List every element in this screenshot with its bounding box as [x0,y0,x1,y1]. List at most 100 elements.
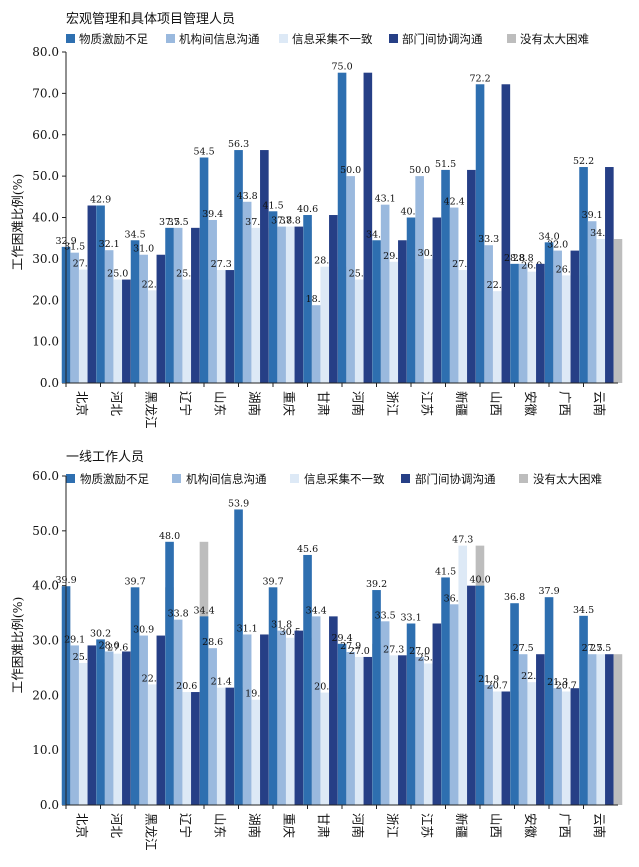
data-label: 21.9 [478,674,499,685]
bar-series-1 [415,656,424,805]
bar-series-0 [303,554,312,805]
data-label: 27.6 [107,643,128,654]
data-label: 27.5 [590,643,611,654]
bar-series-2 [251,699,261,805]
legend-swatch-4 [519,474,528,483]
bar-series-0 [441,169,450,383]
bar-series-3 [398,240,407,383]
legend-label-4: 没有太大困难 [520,32,589,46]
bar-series-3 [467,585,476,805]
bar-series-2 [527,271,537,383]
bar-series-0 [510,603,519,805]
data-label: 36.8 [504,592,525,603]
data-label: 42.4 [444,197,465,208]
legend-label-1: 机构间信息沟通 [179,32,260,46]
data-label: 27.3 [211,259,232,270]
data-label: 32.1 [99,239,120,250]
data-label: 27.5 [582,643,603,654]
bar-series-2 [527,682,537,805]
chart-macro-management: 宏观管理和具体项目管理人员 物质激励不足 机构间信息沟通 信息采集不一致 部门间… [10,12,623,429]
data-label: 54.5 [193,147,214,158]
y-tick-label: 60.0 [32,128,59,142]
bar-series-2 [354,279,364,383]
bar-series-2 [251,227,261,383]
x-category-label: 河北 [109,813,124,839]
data-label: 27.0 [409,646,430,657]
bar-series-2 [113,279,123,383]
x-category-label: 安徽 [523,391,538,417]
x-category-label: 重庆 [281,391,296,417]
data-label: 28.1 [314,256,335,267]
bar-series-1 [208,219,217,383]
bar-series-4 [613,654,623,805]
bar-series-0 [96,205,105,383]
bar-series-3 [122,279,131,383]
bar-series-2 [285,637,295,805]
bar-series-0 [406,623,416,805]
data-label: 37.5 [159,217,180,228]
bar-series-3 [467,169,476,383]
data-label: 19.2 [245,689,266,700]
bar-series-0 [268,587,278,805]
data-label: 30.9 [133,625,154,636]
bar-series-1 [449,207,459,383]
bar-series-3 [329,215,338,383]
data-label: 43.1 [375,194,396,205]
bar-series-1 [587,221,597,383]
bar-series-0 [268,211,278,383]
bar-series-2 [216,270,226,383]
bar-series-0 [372,590,381,805]
bar-series-2 [492,291,502,383]
bar-series-2 [354,656,364,805]
data-label: 28.8 [513,253,534,264]
bar-series-3 [536,263,545,383]
data-label: 30.5 [280,627,301,638]
data-label: 33.5 [375,610,396,621]
data-label: 45.6 [297,544,318,555]
bar-series-0 [337,643,347,805]
data-label: 30.2 [90,628,111,639]
x-category-label: 云南 [592,391,607,416]
data-label: 51.5 [435,159,456,170]
data-label: 22.0 [142,673,163,684]
x-category-label: 山西 [488,391,503,416]
x-category-label: 山西 [488,813,503,838]
bar-series-1 [139,635,148,805]
data-label: 30.0 [418,248,439,259]
data-label: 52.2 [573,156,594,167]
x-category-label: 安徽 [523,813,538,839]
bar-series-1 [277,226,286,383]
y-axis-label: 工作困难比例(%) [10,597,25,694]
data-label: 72.2 [469,73,490,84]
data-label: 22.4 [142,279,163,290]
bar-series-0 [130,240,140,383]
bar-series-3 [225,270,235,383]
bar-series-3 [501,84,511,384]
x-category-label: 山东 [212,391,227,416]
data-label: 39.7 [262,576,283,587]
bar-series-2 [78,662,88,805]
bar-series-2 [561,275,571,383]
bar-series-2 [492,691,502,805]
bar-series-3 [432,217,442,383]
x-category-label: 浙江 [385,391,400,416]
bar-series-1 [553,250,562,383]
x-category-label: 江苏 [419,391,434,416]
x-category-label: 北京 [74,391,89,416]
y-tick-label: 20.0 [32,293,59,307]
data-label: 31.0 [133,244,154,255]
y-axis-label: 工作困难比例(%) [10,174,25,271]
bar-series-4 [613,239,623,383]
x-category-label: 云南 [592,813,607,838]
bar-series-2 [147,290,157,383]
data-label: 21.3 [547,677,568,688]
data-label: 36.6 [444,593,465,604]
x-category-label: 北京 [74,813,89,838]
legend-swatch-2 [290,474,299,483]
bar-series-3 [570,688,580,805]
legend-label-2: 信息采集不一致 [292,32,373,46]
data-label: 27.0 [349,646,370,657]
bar-series-3 [87,205,97,383]
plot-area: 0.010.020.030.040.050.060.039.929.125.9北… [32,469,623,851]
legend-label-2: 信息采集不一致 [304,472,385,486]
